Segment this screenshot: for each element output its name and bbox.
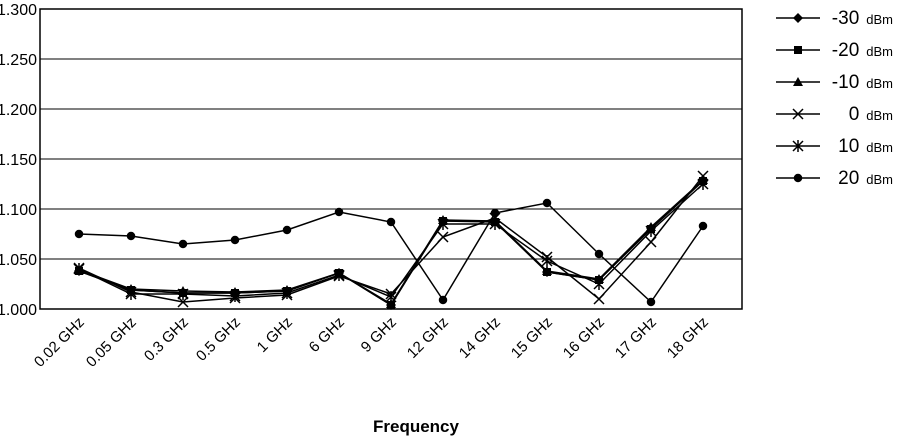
y-tick-label: 1.100 xyxy=(0,202,37,219)
data-point xyxy=(593,293,605,305)
legend-marker xyxy=(793,13,803,23)
data-point xyxy=(697,178,709,190)
x-tick-label: 6 GHz xyxy=(306,314,348,356)
legend-series-name: -30 xyxy=(832,8,859,29)
y-tick-label: 1.150 xyxy=(0,152,37,169)
legend-label: -30 dBm xyxy=(832,8,893,29)
x-tick-label: 12 GHz xyxy=(404,314,452,362)
data-point xyxy=(333,269,345,281)
legend-label: 0 dBm xyxy=(849,104,893,125)
x-tick-label: 16 GHz xyxy=(560,314,608,362)
data-point xyxy=(438,295,448,305)
x-tick-label: 14 GHz xyxy=(456,314,504,362)
data-point xyxy=(73,263,85,275)
series-line xyxy=(78,183,704,298)
gridlines xyxy=(40,58,742,260)
y-tick-label: 1.300 xyxy=(0,2,37,19)
legend-item: 20 dBm xyxy=(776,168,893,189)
x-tick-label: 18 GHz xyxy=(664,314,712,362)
data-point xyxy=(229,290,241,302)
legend-marker xyxy=(792,140,804,152)
legend-item: 10 dBm xyxy=(776,136,893,157)
legend-series-name: -20 xyxy=(832,40,859,61)
x-tick-label: 0.3 GHz xyxy=(141,314,192,365)
legend-label: -10 dBm xyxy=(832,72,893,93)
legend-item: 0 dBm xyxy=(776,104,893,125)
legend-item: -10 dBm xyxy=(776,72,893,93)
legend-unit: dBm xyxy=(866,172,893,187)
data-point xyxy=(385,291,397,303)
y-tick-label: 1.000 xyxy=(0,302,37,319)
data-point xyxy=(645,236,657,248)
data-point xyxy=(386,217,396,227)
data-point xyxy=(489,218,501,230)
legend-series-name: 20 xyxy=(838,168,859,189)
series-star xyxy=(73,178,709,303)
data-point xyxy=(490,208,500,218)
data-point xyxy=(282,225,292,235)
data-point xyxy=(177,296,189,308)
legend-marker xyxy=(792,108,804,120)
data-point xyxy=(698,221,708,231)
data-point xyxy=(437,231,449,243)
y-tick-label: 1.200 xyxy=(0,102,37,119)
legend-label: -20 dBm xyxy=(832,40,893,61)
legend-item: -20 dBm xyxy=(776,40,893,61)
data-point xyxy=(230,235,240,245)
legend-item: -30 dBm xyxy=(776,8,893,29)
y-tick-label: 1.250 xyxy=(0,52,37,69)
legend: -30 dBm -20 dBm -10 dBm 0 dBm 10 dBm 20 dBm xyxy=(776,8,893,189)
data-point xyxy=(334,207,344,217)
legend-series-name: -10 xyxy=(832,72,859,93)
data-point xyxy=(386,299,396,308)
data-point xyxy=(645,225,657,237)
x-axis-title: Frequency xyxy=(373,417,460,436)
series-x xyxy=(73,170,709,308)
x-tick-label: 15 GHz xyxy=(508,314,556,362)
legend-marker xyxy=(794,46,802,54)
legend-unit: dBm xyxy=(866,12,893,27)
y-tick-label: 1.050 xyxy=(0,252,37,269)
legend-series-name: 0 xyxy=(849,104,860,125)
x-tick-label: 17 GHz xyxy=(612,314,660,362)
data-point xyxy=(281,287,293,299)
data-point xyxy=(74,229,84,239)
x-tick-label: 0.05 GHz xyxy=(83,314,140,371)
data-point xyxy=(646,297,656,307)
data-point xyxy=(177,288,189,300)
legend-unit: dBm xyxy=(866,140,893,155)
data-point xyxy=(542,266,552,275)
data-point xyxy=(437,218,449,230)
data-point xyxy=(125,288,137,300)
legend-unit: dBm xyxy=(866,108,893,123)
legend-label: 10 dBm xyxy=(838,136,893,157)
data-point xyxy=(594,249,604,259)
data-point xyxy=(697,170,709,182)
series-line xyxy=(78,175,704,303)
x-tick-label: 0.5 GHz xyxy=(193,314,244,365)
x-tick-label: 9 GHz xyxy=(358,314,400,356)
data-point xyxy=(593,278,605,290)
legend-unit: dBm xyxy=(866,76,893,91)
data-point xyxy=(178,239,188,249)
legend-marker xyxy=(793,77,803,86)
legend-series-name: 10 xyxy=(838,136,859,157)
x-tick-label: 0.02 GHz xyxy=(31,314,88,371)
data-point xyxy=(126,231,136,241)
series-lines xyxy=(73,170,709,310)
y-axis-ticks: 1.000 1.050 1.100 1.150 1.200 1.250 1.300 xyxy=(0,2,37,319)
legend-unit: dBm xyxy=(866,44,893,59)
x-tick-label: 1 GHz xyxy=(254,314,296,356)
legend-label: 20 dBm xyxy=(838,168,893,189)
series-square xyxy=(75,177,707,309)
data-point xyxy=(541,255,553,267)
series-circle xyxy=(74,198,708,307)
data-point xyxy=(542,198,552,208)
legend-marker xyxy=(793,173,803,183)
